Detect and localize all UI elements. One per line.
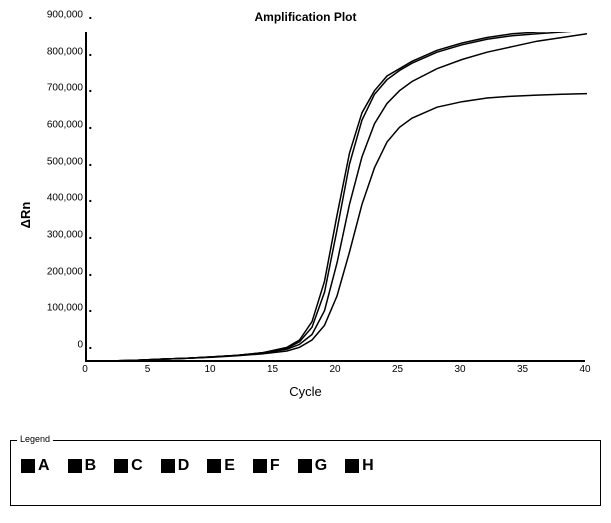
- y-axis-label: ΔRn: [18, 202, 33, 229]
- x-tick: 35: [517, 364, 528, 375]
- legend-item: A: [21, 457, 50, 475]
- series-curve3: [87, 34, 587, 362]
- x-tick: 30: [454, 364, 465, 375]
- chart-title: Amplification Plot: [10, 10, 601, 24]
- legend-swatch: [114, 459, 128, 473]
- plot-area: [85, 32, 585, 362]
- legend-swatch: [345, 459, 359, 473]
- legend-title: Legend: [17, 434, 53, 444]
- x-tick: 25: [392, 364, 403, 375]
- y-tick: 300,000: [47, 230, 83, 241]
- y-tick: 400,000: [47, 193, 83, 204]
- y-tick: 500,000: [47, 156, 83, 167]
- y-tick: 800,000: [47, 46, 83, 57]
- legend-item: D: [161, 457, 190, 475]
- y-tick: 600,000: [47, 120, 83, 131]
- series-curve2: [87, 32, 587, 362]
- legend-item: E: [207, 457, 235, 475]
- y-tick: 100,000: [47, 303, 83, 314]
- legend-item: B: [68, 457, 97, 475]
- x-axis-label: Cycle: [10, 384, 601, 399]
- legend-label: G: [315, 457, 327, 475]
- legend-label: C: [131, 457, 143, 475]
- legend-item: F: [253, 457, 280, 475]
- y-tick: 700,000: [47, 83, 83, 94]
- y-tick: 900,000: [47, 10, 83, 21]
- amplification-chart: Amplification Plot ΔRn 0 100,000 200,000 30…: [10, 10, 601, 420]
- legend-label: D: [178, 457, 190, 475]
- legend-swatch: [161, 459, 175, 473]
- legend-label: H: [362, 457, 374, 475]
- x-tick: 40: [579, 364, 590, 375]
- legend-label: A: [38, 457, 50, 475]
- x-tick: 10: [204, 364, 215, 375]
- plot-svg: [87, 32, 587, 362]
- legend-item: G: [298, 457, 327, 475]
- legend-label: F: [270, 457, 280, 475]
- legend-box: Legend ABCDEFGH: [10, 440, 601, 506]
- legend-swatch: [253, 459, 267, 473]
- x-tick: 20: [329, 364, 340, 375]
- y-tick: 200,000: [47, 266, 83, 277]
- x-tick: 15: [267, 364, 278, 375]
- legend-swatch: [68, 459, 82, 473]
- legend-swatch: [207, 459, 221, 473]
- x-tick: 5: [145, 364, 151, 375]
- y-axis-ticks: 0100,000200,000300,000400,000500,000600,…: [35, 15, 83, 345]
- legend-item: C: [114, 457, 143, 475]
- legend-label: E: [224, 457, 235, 475]
- legend-item: H: [345, 457, 374, 475]
- legend-label: B: [85, 457, 97, 475]
- legend-swatch: [298, 459, 312, 473]
- x-tick: 0: [82, 364, 88, 375]
- legend-swatch: [21, 459, 35, 473]
- x-axis-ticks: 0510152025303540: [85, 362, 585, 380]
- legend-items: A B C D E F G H: [21, 457, 590, 475]
- y-tick: 0: [77, 340, 83, 351]
- series-curve1: [87, 32, 587, 362]
